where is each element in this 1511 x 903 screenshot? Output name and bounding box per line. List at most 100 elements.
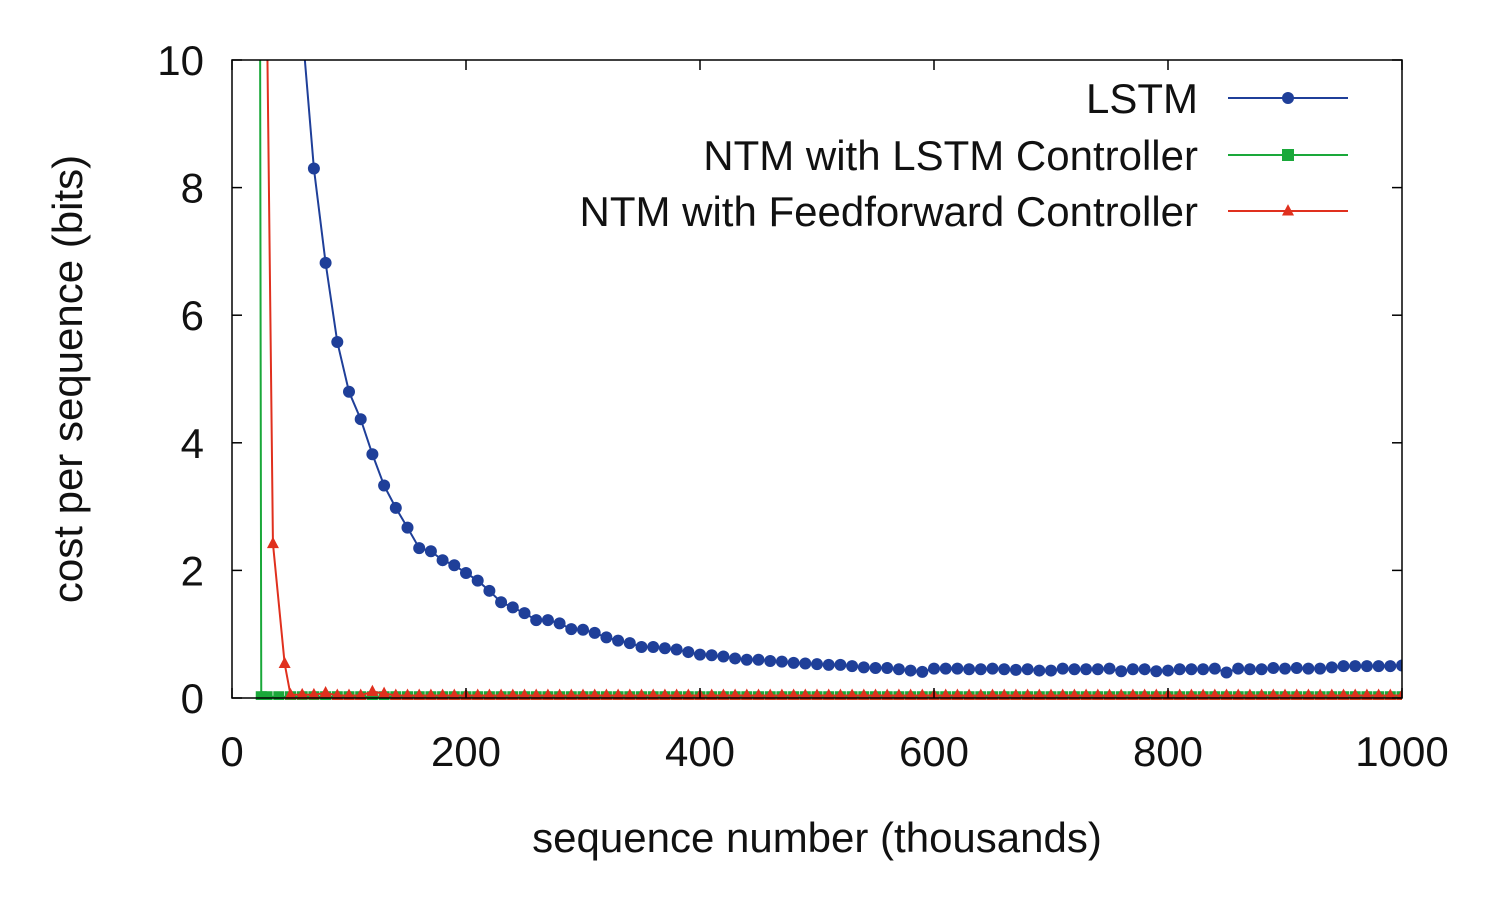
data-point [401, 688, 414, 700]
series-line [266, 60, 1402, 697]
data-point [1103, 662, 1116, 675]
data-point [1197, 688, 1210, 700]
data-point [740, 688, 753, 700]
data-point [869, 688, 882, 700]
data-point [266, 536, 279, 549]
data-point [963, 688, 976, 700]
data-point [1255, 663, 1268, 676]
data-point [1115, 688, 1128, 700]
data-point [366, 448, 379, 461]
data-point [635, 688, 648, 700]
data-point [1220, 688, 1233, 700]
data-point [378, 479, 391, 492]
series-lstm [303, 60, 1402, 679]
data-point [1138, 663, 1151, 676]
data-point [273, 691, 285, 700]
data-point [986, 688, 999, 700]
data-point [1337, 660, 1350, 673]
data-point [278, 656, 291, 669]
data-point [343, 385, 355, 398]
data-point [378, 686, 391, 699]
data-point [436, 554, 449, 567]
data-point [448, 688, 461, 700]
y-tick-label: 0 [181, 675, 204, 722]
data-point [424, 545, 437, 558]
series-ntm-with-feedforward-controller [266, 60, 1402, 700]
data-point [471, 688, 484, 700]
series-layer [255, 60, 1402, 700]
data-point [1302, 662, 1315, 675]
data-point [974, 688, 987, 700]
data-point [1314, 662, 1327, 675]
data-point [717, 650, 730, 663]
data-point [1282, 204, 1294, 216]
data-point [1080, 688, 1093, 700]
x-tick-label: 1000 [1355, 728, 1448, 775]
data-point [623, 637, 636, 650]
data-point [448, 559, 461, 572]
data-point [331, 688, 344, 700]
legend: LSTM NTM with LSTM Controller NTM with Fee… [579, 75, 1348, 235]
data-point [869, 662, 882, 675]
data-point [705, 649, 718, 662]
data-point [1103, 688, 1116, 700]
data-point [354, 413, 367, 426]
data-point [834, 688, 847, 700]
data-point [1279, 662, 1291, 675]
y-tick-label: 6 [181, 292, 204, 339]
data-point [413, 542, 426, 555]
data-point [600, 631, 613, 644]
data-point [1126, 663, 1139, 676]
data-point [588, 626, 601, 639]
data-point [331, 335, 344, 348]
data-point [857, 661, 870, 674]
data-point [998, 663, 1011, 676]
data-point [600, 688, 613, 700]
data-point [1173, 663, 1186, 676]
data-point [1267, 688, 1280, 700]
data-point [1325, 661, 1338, 674]
data-point [881, 688, 894, 700]
data-point [1384, 688, 1397, 700]
data-point [1021, 663, 1034, 676]
data-point [658, 642, 671, 655]
data-point [471, 574, 484, 587]
data-point [1150, 688, 1163, 700]
data-point [424, 688, 437, 700]
axis-ticks: 0 200 400 600 800 1000 0 2 4 6 8 10 [157, 37, 1448, 775]
data-point [787, 688, 800, 700]
data-point [752, 688, 765, 700]
data-point [775, 655, 788, 668]
data-point [255, 691, 267, 700]
data-point [1384, 660, 1397, 673]
data-point [1360, 688, 1373, 700]
data-point [1220, 666, 1233, 679]
data-point [1290, 662, 1303, 675]
data-point [623, 688, 636, 700]
x-tick-label: 800 [1133, 728, 1203, 775]
data-point [495, 688, 508, 700]
data-point [740, 653, 753, 666]
y-tick-label: 2 [181, 547, 204, 594]
data-point [1033, 688, 1046, 700]
data-point [1314, 688, 1327, 700]
data-point [1045, 688, 1057, 700]
data-point [846, 688, 859, 700]
data-point [811, 658, 823, 671]
data-point [904, 688, 917, 700]
data-point [787, 656, 800, 669]
data-point [1068, 688, 1081, 700]
plot-frame [231, 59, 1403, 699]
legend-entry: NTM with LSTM Controller [703, 132, 1348, 179]
data-point [518, 688, 531, 700]
data-point [1325, 688, 1338, 700]
legend-entry: LSTM [1086, 75, 1348, 122]
y-tick-label: 8 [181, 165, 204, 212]
data-point [1021, 688, 1034, 700]
data-point [1056, 688, 1069, 700]
data-point [541, 614, 554, 627]
data-point [822, 688, 835, 700]
y-tick-label: 4 [181, 420, 204, 467]
data-point [577, 623, 589, 636]
